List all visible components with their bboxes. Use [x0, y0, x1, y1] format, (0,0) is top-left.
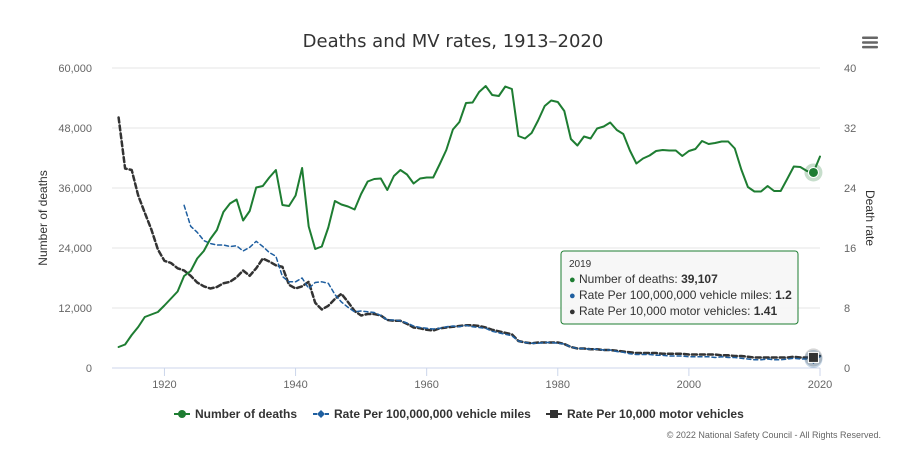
legend-label: Rate Per 100,000,000 vehicle miles: [334, 407, 531, 421]
circle-marker-icon: [178, 410, 186, 418]
axis-ticks: 0 12,000 24,000 36,000 48,000 60,000 0 8 16 24 32 4…: [58, 63, 856, 391]
y-axis-left-title: Number of deaths: [36, 170, 50, 265]
tooltip-row-label: Rate Per 10,000 motor vehicles:: [579, 304, 754, 318]
hamburger-menu-icon[interactable]: [861, 35, 879, 50]
x-tick-label: 1960: [414, 379, 438, 391]
legend-item-rate-miles[interactable]: Rate Per 100,000,000 vehicle miles: [313, 407, 531, 421]
x-tick-label: 2020: [808, 379, 832, 391]
legend-item-rate-vehicles[interactable]: Rate Per 10,000 motor vehicles: [546, 407, 744, 421]
legend: Number of deaths Rate Per 100,000,000 ve…: [174, 407, 744, 421]
tooltip-row-value: 1.41: [754, 304, 778, 318]
square-marker-icon: [550, 410, 558, 418]
series-layer: [117, 85, 822, 361]
svg-text:Rate Per 100,000,000 vehicle m: Rate Per 100,000,000 vehicle miles: 1.2: [579, 288, 792, 302]
tooltip-bullet-icon: ●: [569, 306, 576, 318]
rate-vehicles-point-marker[interactable]: [807, 351, 819, 363]
svg-text:Number of deaths: 39,107: Number of deaths: 39,107: [579, 272, 718, 286]
y-left-tick-label: 36,000: [58, 183, 92, 195]
legend-label: Rate Per 10,000 motor vehicles: [567, 407, 744, 421]
tooltip-bullet-icon: ●: [569, 274, 576, 286]
tooltip-row-deaths: ● Number of deaths: 39,107: [569, 272, 718, 286]
y-right-tick-label: 0: [844, 363, 850, 375]
legend-item-deaths[interactable]: Number of deaths: [174, 407, 297, 421]
x-tick-label: 1920: [152, 379, 176, 391]
y-right-tick-label: 24: [844, 183, 856, 195]
svg-text:Rate Per 10,000 motor vehicles: Rate Per 10,000 motor vehicles: 1.41: [579, 304, 777, 318]
hover-markers: [804, 163, 823, 368]
y-right-tick-label: 8: [844, 303, 850, 315]
series-line-1[interactable]: [183, 204, 821, 361]
y-right-tick-label: 40: [844, 63, 856, 75]
tooltip: 2019 ● Number of deaths: 39,107 ● Rate P…: [560, 250, 799, 325]
y-left-tick-label: 60,000: [58, 63, 92, 75]
x-tick-label: 1940: [283, 379, 307, 391]
grid-lines: [112, 67, 820, 369]
y-left-tick-label: 0: [86, 363, 92, 375]
y-left-tick-label: 12,000: [58, 303, 92, 315]
x-tick-label: 2000: [677, 379, 701, 391]
y-left-tick-label: 48,000: [58, 123, 92, 135]
x-tick-label: 1980: [546, 379, 570, 391]
credits[interactable]: © 2022 National Safety Council - All Rig…: [667, 430, 881, 440]
deaths-point-marker[interactable]: [807, 166, 819, 178]
tooltip-row-value: 1.2: [775, 288, 792, 302]
tooltip-row-rate-vehicles: ● Rate Per 10,000 motor vehicles: 1.41: [569, 304, 777, 318]
chart-title: Deaths and MV rates, 1913–2020: [303, 31, 604, 52]
y-right-tick-label: 16: [844, 243, 856, 255]
diamond-marker-icon: [317, 410, 325, 418]
y-left-tick-label: 24,000: [58, 243, 92, 255]
tooltip-row-label: Rate Per 100,000,000 vehicle miles:: [579, 288, 775, 302]
y-axis-right-title: Death rate: [863, 190, 877, 246]
series-line-0[interactable]: [117, 85, 821, 348]
tooltip-bullet-icon: ●: [569, 290, 576, 302]
tooltip-row-value: 39,107: [681, 272, 718, 286]
y-right-tick-label: 32: [844, 123, 856, 135]
tooltip-row-label: Number of deaths:: [579, 272, 681, 286]
tooltip-row-rate-miles: ● Rate Per 100,000,000 vehicle miles: 1.…: [569, 288, 792, 302]
tooltip-year: 2019: [569, 259, 592, 270]
legend-label: Number of deaths: [195, 407, 297, 421]
